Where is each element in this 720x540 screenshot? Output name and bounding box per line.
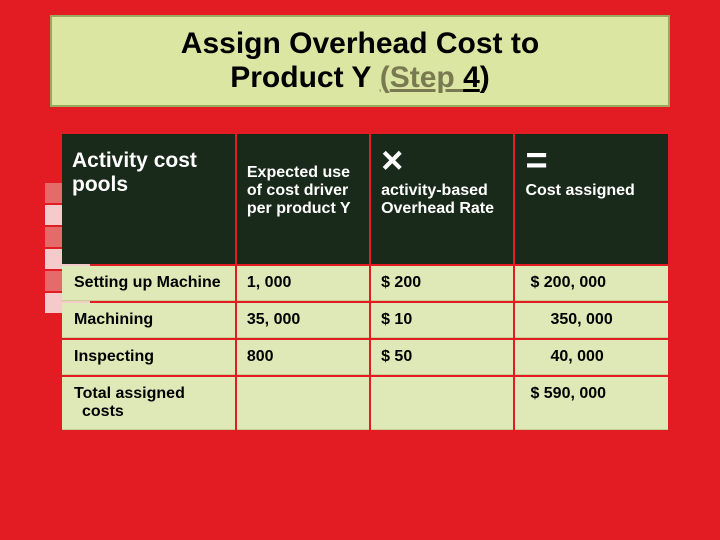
title-step-prefix: ( (380, 61, 390, 94)
cell-expected: 35, 000 (237, 303, 369, 338)
slide-title: Assign Overhead Cost to Product Y (Step … (50, 15, 670, 107)
title-paren-close: ) (480, 61, 490, 94)
cell-rate: $ 10 (371, 303, 513, 338)
cell-expected: 800 (237, 340, 369, 375)
header-activity-pools: Activity cost pools (62, 134, 235, 264)
table-total-row: Total assigned costs $ 590, 000 (62, 377, 668, 430)
cell-expected: 1, 000 (237, 266, 369, 301)
costing-table: Activity cost pools Expected use of cost… (60, 132, 670, 432)
table-row: Setting up Machine 1, 000 $ 200 $ 200, 0… (62, 266, 668, 301)
title-line1: Assign Overhead Cost to (181, 27, 539, 60)
title-product: Product Y (230, 61, 371, 94)
table-body: Setting up Machine 1, 000 $ 200 $ 200, 0… (62, 266, 668, 430)
header-overhead-rate: × activity-based Overhead Rate (371, 134, 513, 264)
table-header-row: Activity cost pools Expected use of cost… (62, 134, 668, 264)
cell-total-value: $ 590, 000 (515, 377, 668, 430)
cell-assigned: 350, 000 (515, 303, 668, 338)
cell-total-label: Total assigned costs (62, 377, 235, 430)
title-step-word: Step (390, 61, 463, 94)
title-step-num: 4 (463, 61, 480, 94)
cell-pool: Machining (62, 303, 235, 338)
table-row: Inspecting 800 $ 50 40, 000 (62, 340, 668, 375)
cell-pool: Setting up Machine (62, 266, 235, 301)
cell-pool: Inspecting (62, 340, 235, 375)
cell-rate: $ 200 (371, 266, 513, 301)
header-rate-text: activity-based Overhead Rate (381, 182, 503, 218)
equals-icon: = (525, 142, 658, 180)
table-row: Machining 35, 000 $ 10 350, 000 (62, 303, 668, 338)
cell-empty (237, 377, 369, 430)
cell-assigned: 40, 000 (515, 340, 668, 375)
cell-empty (371, 377, 513, 430)
multiply-icon: × (381, 142, 503, 180)
costing-table-wrapper: Activity cost pools Expected use of cost… (60, 132, 670, 432)
header-assigned-text: Cost assigned (525, 182, 658, 200)
header-cost-assigned: = Cost assigned (515, 134, 668, 264)
cell-assigned: $ 200, 000 (515, 266, 668, 301)
cell-rate: $ 50 (371, 340, 513, 375)
header-expected-use: Expected use of cost driver per product … (237, 134, 369, 264)
